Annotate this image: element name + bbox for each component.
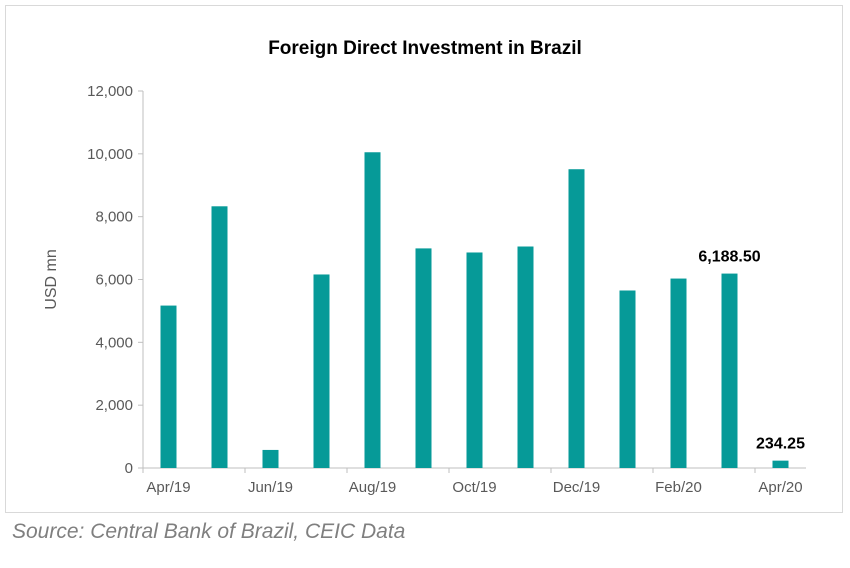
y-tick-label: 4,000 [95, 334, 133, 351]
x-tick-label: Apr/19 [146, 479, 190, 496]
bar-Apr-19 [160, 305, 177, 468]
y-tick-label: 10,000 [87, 146, 133, 163]
x-tick-label: Oct/19 [452, 479, 496, 496]
bar-Sep-19 [415, 248, 432, 468]
bar-Dec-19 [568, 169, 585, 469]
bar-Mar-20 [721, 273, 738, 468]
bar-May-19 [211, 206, 228, 468]
bar-Aug-19 [364, 152, 381, 468]
y-tick-label: 2,000 [95, 397, 133, 414]
x-tick-label: Aug/19 [349, 479, 397, 496]
y-axis-label: USD mn [43, 249, 60, 309]
bar-Oct-19 [466, 252, 483, 468]
chart-frame [5, 5, 843, 513]
bar-Jun-19 [262, 449, 279, 468]
y-tick-label: 12,000 [87, 83, 133, 100]
x-tick-label: Jun/19 [248, 479, 293, 496]
bar-Jan-20 [619, 290, 636, 468]
bar-Nov-19 [517, 246, 534, 468]
x-tick-label: Dec/19 [553, 479, 601, 496]
y-tick-label: 8,000 [95, 209, 133, 226]
bar-Feb-20 [670, 278, 687, 468]
y-tick-label: 0 [125, 460, 133, 477]
bar-Jul-19 [313, 274, 330, 468]
chart-title: Foreign Direct Investment in Brazil [268, 38, 582, 59]
data-label: 234.25 [756, 436, 805, 453]
y-tick-label: 6,000 [95, 272, 133, 289]
x-tick-label: Apr/20 [758, 479, 802, 496]
bar-Apr-20 [772, 460, 789, 468]
source-note: Source: Central Bank of Brazil, CEIC Dat… [12, 520, 406, 543]
x-tick-label: Feb/20 [655, 479, 702, 496]
data-label: 6,188.50 [698, 249, 760, 266]
